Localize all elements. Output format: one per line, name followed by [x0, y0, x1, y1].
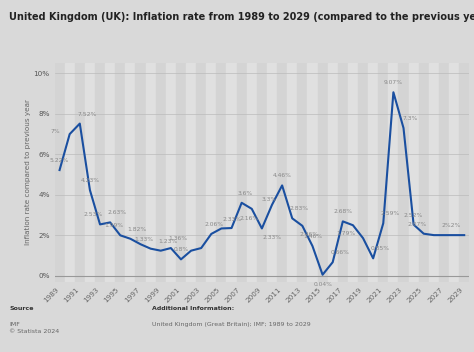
Text: 2.83%: 2.83%: [290, 206, 309, 212]
Bar: [439, 63, 449, 282]
Bar: [166, 63, 176, 282]
Text: 0.04%: 0.04%: [313, 282, 332, 287]
Bar: [206, 63, 216, 282]
Bar: [246, 63, 257, 282]
Text: 2.06%: 2.06%: [205, 222, 224, 227]
Bar: [105, 63, 115, 282]
Bar: [85, 63, 95, 282]
Text: 1.79%: 1.79%: [337, 231, 356, 236]
Text: United Kingdom (Great Britain); IMF; 1989 to 2029: United Kingdom (Great Britain); IMF; 198…: [152, 322, 310, 327]
Text: 2.46%: 2.46%: [300, 232, 319, 237]
Bar: [308, 63, 318, 282]
Bar: [318, 63, 328, 282]
Text: 2.68%: 2.68%: [333, 209, 352, 214]
Bar: [227, 63, 237, 282]
Text: 1.82%: 1.82%: [128, 227, 147, 232]
Text: 2.07%: 2.07%: [407, 222, 426, 227]
Bar: [348, 63, 358, 282]
Bar: [358, 63, 368, 282]
Bar: [277, 63, 287, 282]
Text: Additional Information:: Additional Information:: [152, 306, 234, 311]
Bar: [409, 63, 419, 282]
Bar: [338, 63, 348, 282]
Text: 9.07%: 9.07%: [384, 80, 403, 85]
Text: 0.66%: 0.66%: [330, 250, 349, 255]
Bar: [64, 63, 75, 282]
Bar: [378, 63, 388, 282]
Bar: [419, 63, 429, 282]
Bar: [297, 63, 308, 282]
Text: 2.53%: 2.53%: [83, 213, 103, 218]
Bar: [146, 63, 155, 282]
Text: 1.23%: 1.23%: [158, 239, 177, 244]
Text: United Kingdom (UK): Inflation rate from 1989 to 2029 (compared to the previous : United Kingdom (UK): Inflation rate from…: [9, 12, 474, 22]
Bar: [429, 63, 439, 282]
Text: 4.46%: 4.46%: [273, 174, 292, 178]
Bar: [237, 63, 246, 282]
Text: Source: Source: [9, 306, 34, 311]
Text: 2.59%: 2.59%: [381, 211, 400, 216]
Bar: [136, 63, 146, 282]
Bar: [368, 63, 378, 282]
Bar: [388, 63, 399, 282]
Text: 1.46%: 1.46%: [303, 234, 322, 239]
Bar: [125, 63, 136, 282]
Bar: [267, 63, 277, 282]
Bar: [459, 63, 469, 282]
Bar: [257, 63, 267, 282]
Bar: [186, 63, 196, 282]
Bar: [399, 63, 409, 282]
Bar: [55, 63, 64, 282]
Bar: [115, 63, 125, 282]
Bar: [176, 63, 186, 282]
Text: 7.3%: 7.3%: [403, 116, 418, 121]
Y-axis label: Inflation rate compared to previous year: Inflation rate compared to previous year: [25, 100, 31, 245]
Text: IMF
© Statista 2024: IMF © Statista 2024: [9, 322, 60, 334]
Bar: [75, 63, 85, 282]
Text: 5.22%: 5.22%: [50, 158, 69, 163]
Text: 1.36%: 1.36%: [168, 236, 187, 241]
Text: 0.85%: 0.85%: [371, 246, 390, 251]
Text: 3.3%: 3.3%: [261, 197, 276, 202]
Text: 1.99%: 1.99%: [104, 224, 123, 228]
Bar: [95, 63, 105, 282]
Bar: [287, 63, 297, 282]
Text: 1.33%: 1.33%: [134, 237, 153, 242]
Text: 0.8%: 0.8%: [173, 247, 189, 252]
Text: 2.33%: 2.33%: [222, 216, 241, 221]
Text: 7%: 7%: [51, 129, 61, 134]
Bar: [216, 63, 227, 282]
Text: 2.16%: 2.16%: [239, 216, 258, 221]
Bar: [196, 63, 206, 282]
Text: 2%2%: 2%2%: [441, 223, 461, 228]
Bar: [328, 63, 338, 282]
Bar: [449, 63, 459, 282]
Bar: [155, 63, 166, 282]
Text: 2.33%: 2.33%: [263, 234, 282, 240]
Text: 7.52%: 7.52%: [77, 112, 96, 117]
Text: 2.52%: 2.52%: [404, 213, 423, 218]
Text: 2.63%: 2.63%: [108, 210, 127, 215]
Text: 3.6%: 3.6%: [237, 191, 252, 196]
Text: 4.23%: 4.23%: [81, 178, 100, 183]
